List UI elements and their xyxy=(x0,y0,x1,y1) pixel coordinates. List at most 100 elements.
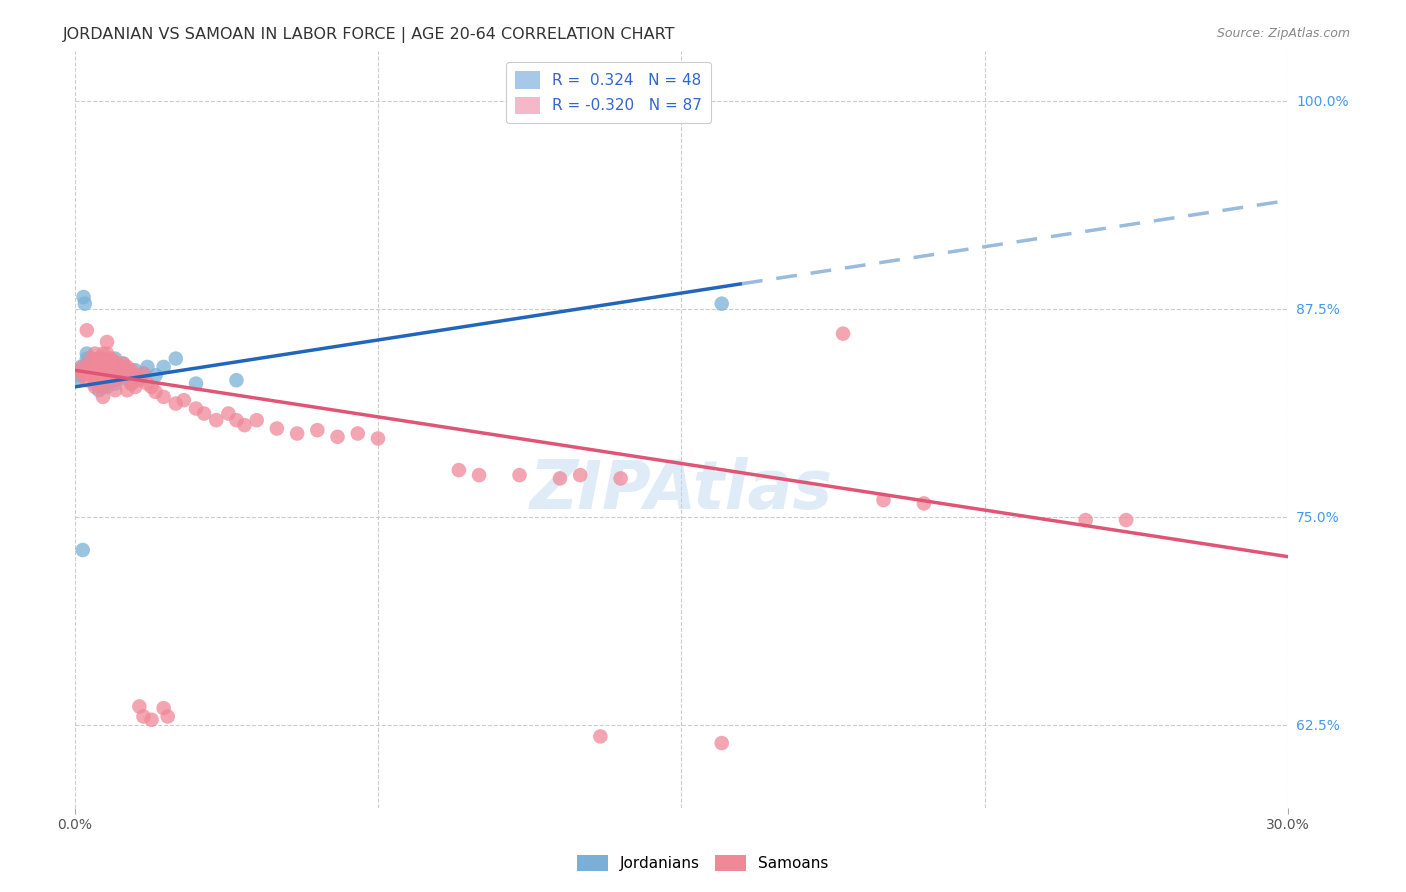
Point xyxy=(83,367,105,381)
Point xyxy=(96,346,118,360)
Point xyxy=(152,390,174,404)
Point xyxy=(508,468,530,483)
Point xyxy=(266,421,288,435)
Point xyxy=(72,368,94,383)
Point xyxy=(152,359,174,374)
Point xyxy=(82,363,104,377)
Point xyxy=(104,355,127,369)
Point xyxy=(1074,513,1097,527)
Point xyxy=(124,368,146,383)
Point xyxy=(112,357,135,371)
Point xyxy=(233,418,256,433)
Point xyxy=(87,357,110,371)
Text: JORDANIAN VS SAMOAN IN LABOR FORCE | AGE 20-64 CORRELATION CHART: JORDANIAN VS SAMOAN IN LABOR FORCE | AGE… xyxy=(63,27,676,43)
Point xyxy=(710,736,733,750)
Point xyxy=(246,413,269,427)
Point xyxy=(832,326,855,341)
Point xyxy=(96,363,118,377)
Point xyxy=(91,380,114,394)
Text: Source: ZipAtlas.com: Source: ZipAtlas.com xyxy=(1216,27,1350,40)
Point xyxy=(67,363,90,377)
Point xyxy=(165,351,187,366)
Point xyxy=(609,471,631,485)
Point xyxy=(91,346,114,360)
Point xyxy=(141,713,163,727)
Point xyxy=(225,373,247,387)
Point xyxy=(66,373,89,387)
Point xyxy=(100,368,122,383)
Point xyxy=(96,367,118,381)
Point xyxy=(184,376,207,391)
Point xyxy=(108,359,131,374)
Point xyxy=(100,373,122,387)
Point xyxy=(76,363,98,377)
Point xyxy=(346,426,368,441)
Point xyxy=(100,351,122,366)
Point xyxy=(80,368,103,383)
Point xyxy=(117,368,139,383)
Point xyxy=(128,371,150,385)
Point xyxy=(173,393,195,408)
Point xyxy=(80,351,103,366)
Point xyxy=(87,376,110,391)
Point xyxy=(91,363,114,377)
Point xyxy=(96,373,118,387)
Point xyxy=(912,496,935,510)
Point xyxy=(96,334,118,349)
Point xyxy=(72,290,94,304)
Point xyxy=(117,383,139,397)
Point xyxy=(112,357,135,371)
Point xyxy=(87,351,110,366)
Point xyxy=(184,401,207,416)
Point xyxy=(83,376,105,391)
Point xyxy=(80,359,103,374)
Point xyxy=(205,413,228,427)
Point xyxy=(120,376,142,391)
Point xyxy=(569,468,592,483)
Text: ZIPAtlas: ZIPAtlas xyxy=(530,457,832,523)
Point xyxy=(132,709,155,723)
Point xyxy=(104,351,127,366)
Point xyxy=(83,363,105,377)
Point xyxy=(73,296,96,310)
Point xyxy=(108,371,131,385)
Point xyxy=(80,359,103,374)
Point xyxy=(80,351,103,366)
Point xyxy=(96,355,118,369)
Point xyxy=(128,373,150,387)
Point xyxy=(108,359,131,374)
Point xyxy=(91,373,114,387)
Legend: Jordanians, Samoans: Jordanians, Samoans xyxy=(571,849,835,877)
Point xyxy=(468,468,491,483)
Point xyxy=(91,380,114,394)
Point xyxy=(83,357,105,371)
Point xyxy=(83,380,105,394)
Point xyxy=(83,371,105,385)
Point xyxy=(87,383,110,397)
Point xyxy=(70,363,93,377)
Point xyxy=(69,368,91,383)
Point xyxy=(117,371,139,385)
Point xyxy=(132,367,155,381)
Point xyxy=(326,430,349,444)
Point xyxy=(589,730,612,744)
Point xyxy=(69,359,91,374)
Point xyxy=(193,407,215,421)
Point xyxy=(124,363,146,377)
Point xyxy=(548,471,571,485)
Point xyxy=(710,296,733,310)
Point xyxy=(136,359,159,374)
Point xyxy=(100,359,122,374)
Point xyxy=(104,376,127,391)
Point xyxy=(104,373,127,387)
Point xyxy=(367,432,389,446)
Point xyxy=(87,368,110,383)
Point xyxy=(91,371,114,385)
Point xyxy=(447,463,470,477)
Point xyxy=(91,351,114,366)
Point xyxy=(217,407,239,421)
Point xyxy=(76,373,98,387)
Point xyxy=(132,367,155,381)
Point xyxy=(156,709,179,723)
Point xyxy=(117,359,139,374)
